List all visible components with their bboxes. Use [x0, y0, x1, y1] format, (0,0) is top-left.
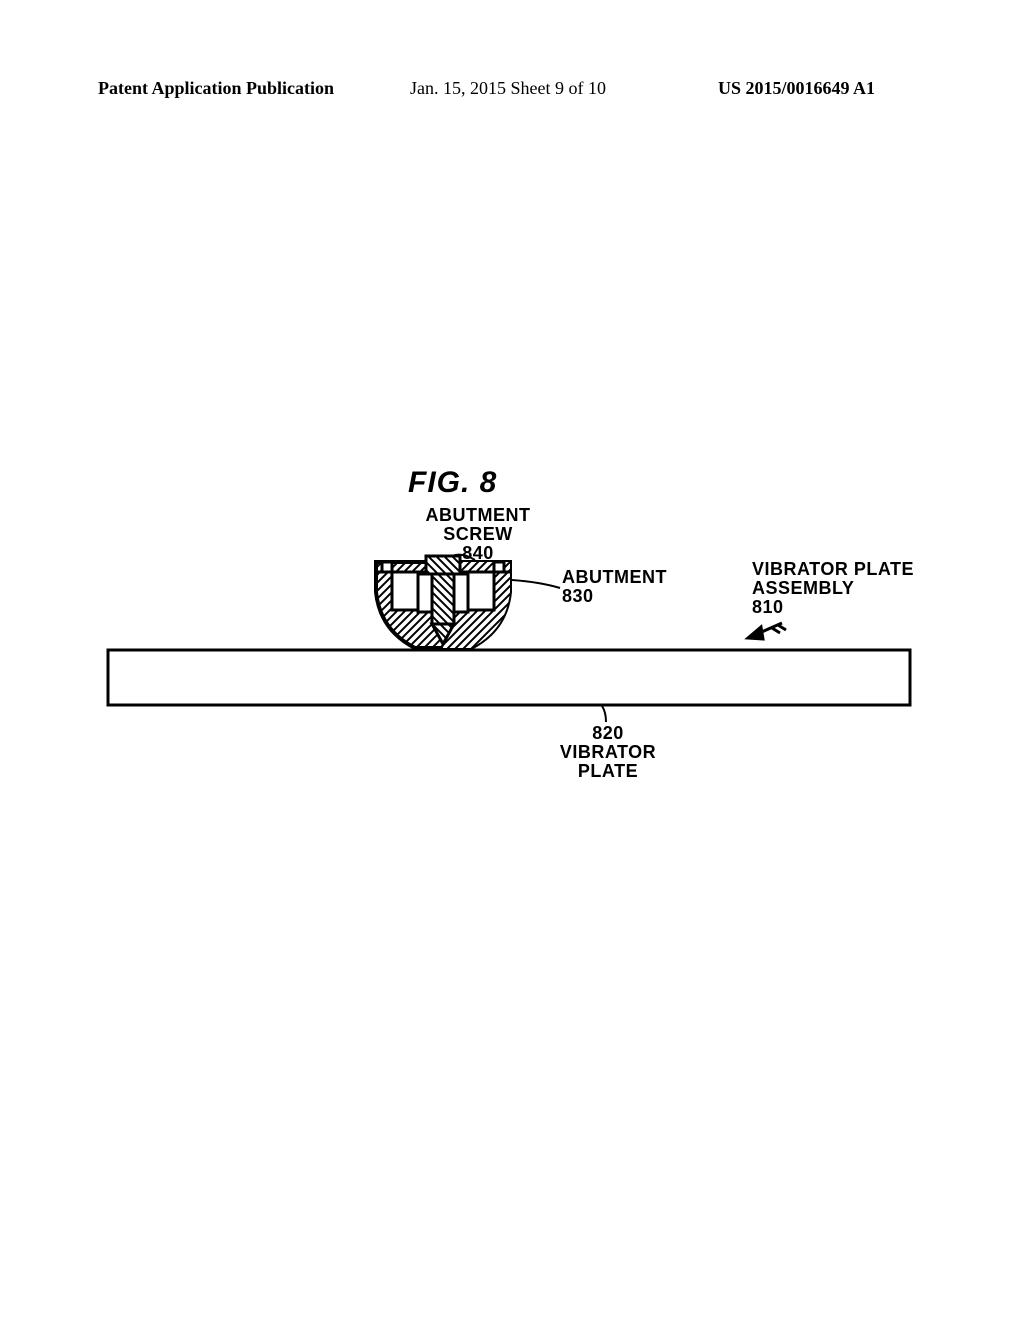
leader-vibrator-plate — [602, 706, 606, 722]
abutment-recess-right — [468, 572, 494, 610]
page: Patent Application Publication Jan. 15, … — [0, 0, 1024, 1320]
screw-clearance-left — [418, 574, 432, 612]
abutment-notch-left — [382, 562, 392, 572]
page-header: Patent Application Publication Jan. 15, … — [0, 78, 1024, 108]
header-publication: Patent Application Publication — [98, 78, 334, 99]
screw-head — [426, 556, 460, 574]
leader-abutment — [512, 580, 560, 588]
leader-vibrator-plate-assembly — [748, 623, 786, 639]
header-patent-number: US 2015/0016649 A1 — [718, 78, 875, 99]
figure-8-svg — [100, 460, 920, 880]
screw-shank — [432, 574, 454, 624]
vibrator-plate-rect — [108, 650, 910, 705]
screw-clearance-right — [454, 574, 468, 612]
header-date-sheet: Jan. 15, 2015 Sheet 9 of 10 — [410, 78, 606, 99]
abutment-notch-right — [494, 562, 504, 572]
abutment-recess-left — [392, 572, 418, 610]
